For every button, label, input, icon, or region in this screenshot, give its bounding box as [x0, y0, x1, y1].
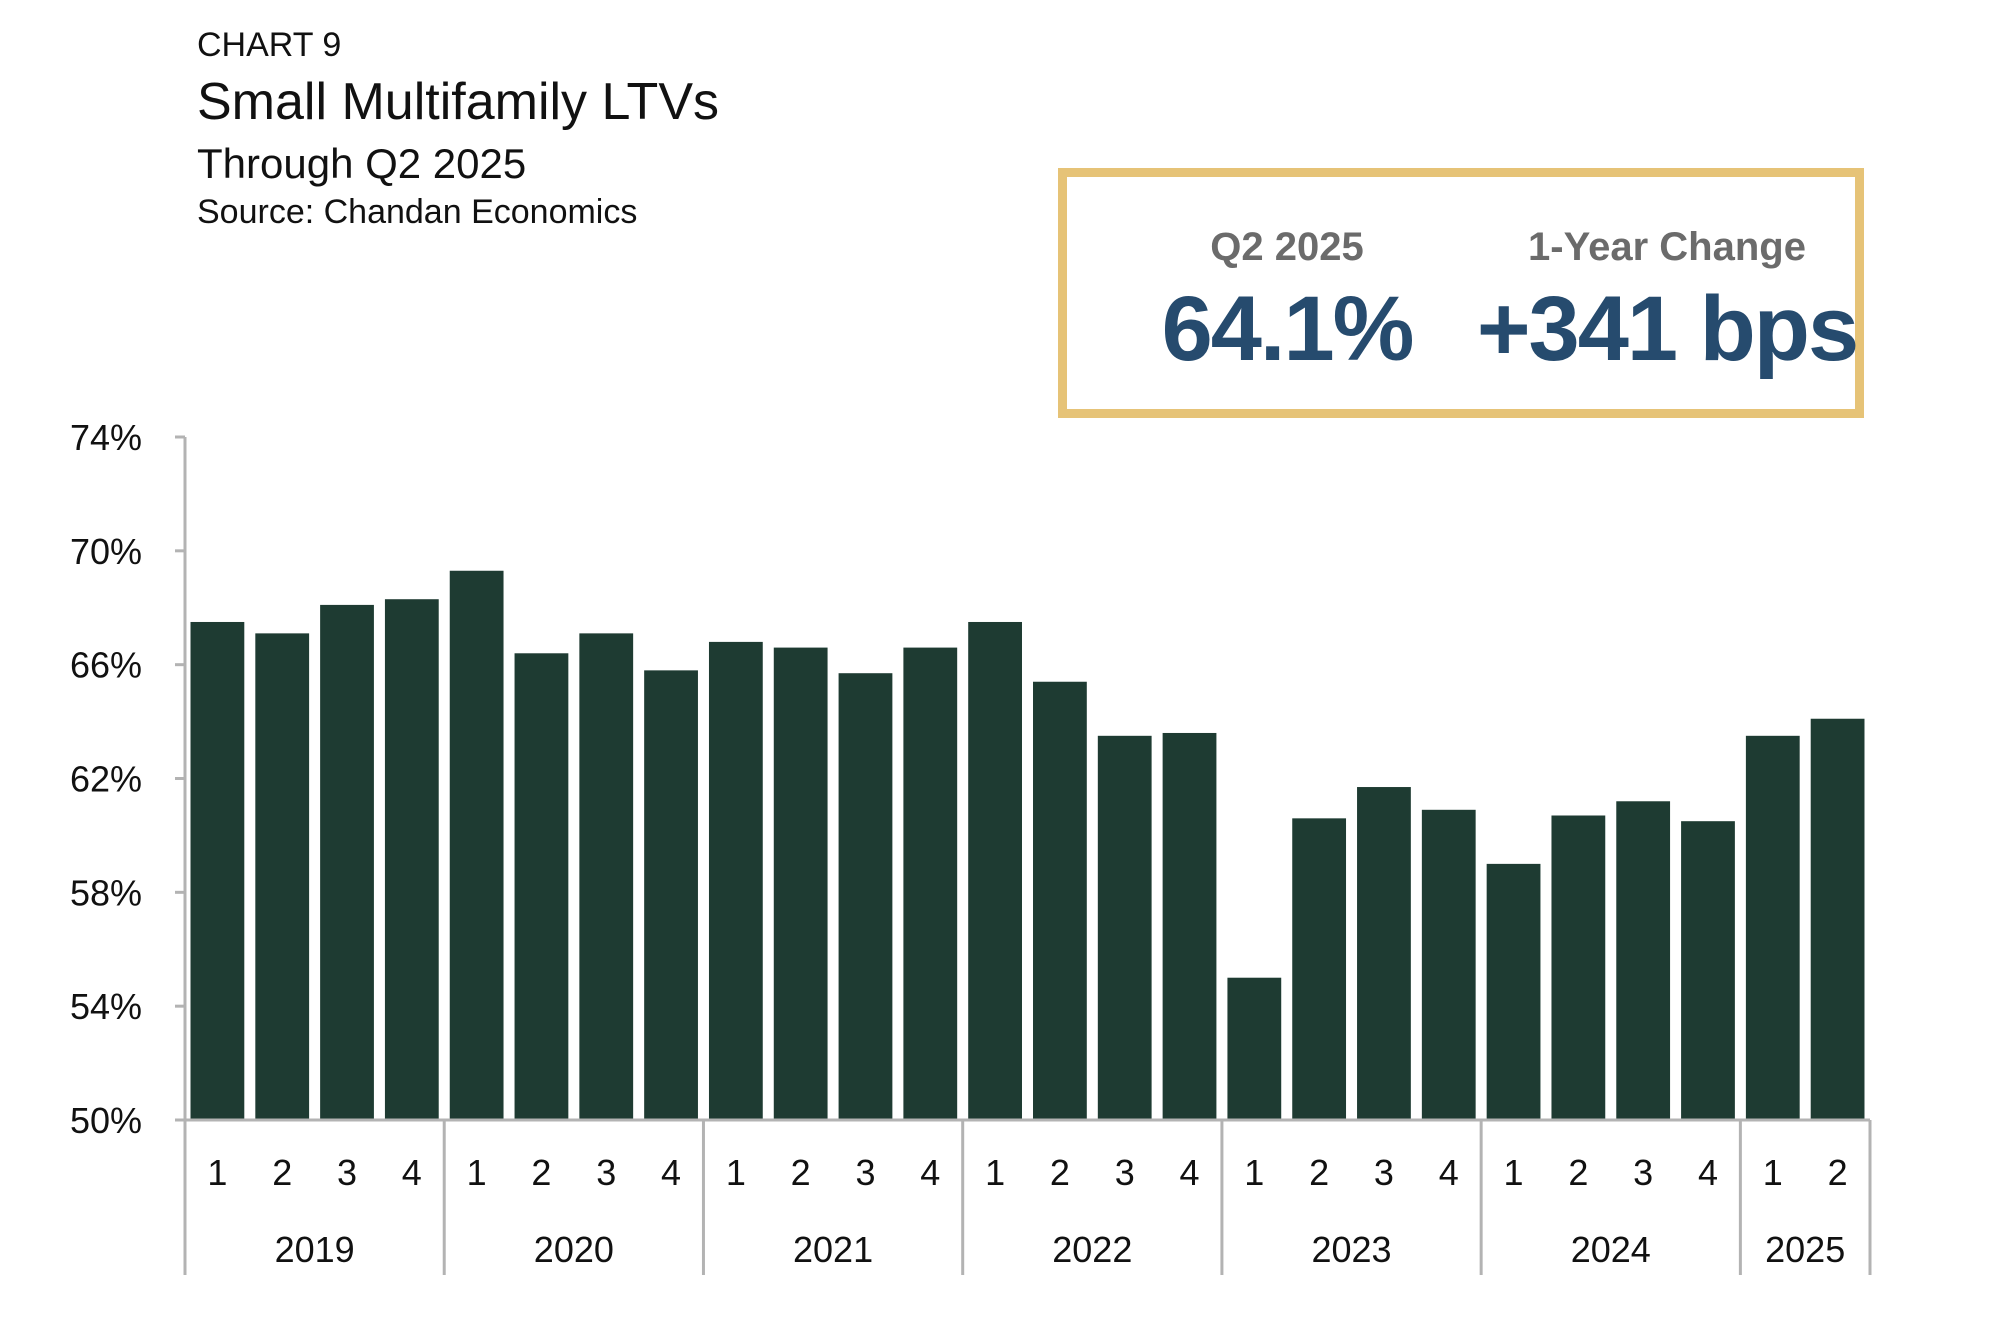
bar: [1421, 809, 1476, 1120]
bar: [449, 570, 504, 1120]
bar: [384, 599, 439, 1120]
year-label: 2022: [1052, 1229, 1132, 1270]
quarter-label: 4: [1180, 1152, 1200, 1193]
quarter-label: 2: [1828, 1152, 1848, 1193]
kpi-change-label: 1-Year Change: [1528, 225, 1806, 269]
chart-subtitle: Through Q2 2025: [197, 140, 527, 187]
y-tick-label: 58%: [70, 872, 142, 913]
bar: [1810, 718, 1865, 1120]
kpi-current-label: Q2 2025: [1210, 225, 1364, 269]
bar: [1097, 735, 1152, 1120]
quarter-label: 2: [531, 1152, 551, 1193]
bar: [1745, 735, 1800, 1120]
quarter-label: 4: [920, 1152, 940, 1193]
year-label: 2023: [1311, 1229, 1391, 1270]
quarter-label: 4: [402, 1152, 422, 1193]
y-tick-label: 74%: [70, 417, 142, 458]
kpi-change-value: +341 bps: [1476, 278, 1859, 380]
year-label: 2025: [1765, 1229, 1845, 1270]
chart-source: Source: Chandan Economics: [197, 193, 638, 231]
quarter-label: 2: [1568, 1152, 1588, 1193]
quarter-label: 3: [337, 1152, 357, 1193]
bar: [968, 621, 1022, 1120]
quarter-label: 3: [1633, 1152, 1653, 1193]
bar: [838, 673, 893, 1120]
bar: [1033, 681, 1087, 1120]
quarter-label: 3: [1115, 1152, 1135, 1193]
y-tick-label: 70%: [70, 531, 142, 572]
quarter-label: 1: [1763, 1152, 1783, 1193]
quarter-label: 3: [596, 1152, 616, 1193]
quarter-label: 1: [726, 1152, 746, 1193]
quarter-label: 2: [272, 1152, 292, 1193]
bar: [255, 633, 310, 1120]
bar: [903, 647, 958, 1120]
bar: [1486, 863, 1541, 1120]
year-label: 2021: [793, 1229, 873, 1270]
y-tick-label: 54%: [70, 986, 142, 1027]
bar: [1292, 818, 1347, 1120]
bar: [190, 621, 245, 1120]
bar: [644, 670, 698, 1120]
bar: [320, 604, 374, 1120]
kpi-current-value: 64.1%: [1161, 278, 1415, 380]
bar: [1357, 787, 1411, 1120]
quarter-label: 3: [855, 1152, 875, 1193]
chart-label: CHART 9: [197, 26, 342, 64]
bar: [708, 641, 763, 1120]
bar: [773, 647, 828, 1120]
quarter-label: 2: [791, 1152, 811, 1193]
quarter-label: 4: [1698, 1152, 1718, 1193]
bar: [1227, 977, 1282, 1120]
quarter-label: 2: [1050, 1152, 1070, 1193]
kpi-box: Q2 2025 64.1% 1-Year Change +341 bps: [1058, 168, 1864, 418]
bar: [579, 633, 634, 1120]
quarter-label: 1: [1504, 1152, 1524, 1193]
bar: [514, 653, 569, 1120]
y-tick-label: 62%: [70, 759, 142, 800]
quarter-label: 3: [1374, 1152, 1394, 1193]
quarter-label: 1: [207, 1152, 227, 1193]
y-tick-label: 50%: [70, 1100, 142, 1141]
quarter-label: 2: [1309, 1152, 1329, 1193]
chart-title: Small Multifamily LTVs: [197, 73, 720, 131]
quarter-label: 1: [467, 1152, 487, 1193]
quarter-label: 4: [1439, 1152, 1459, 1193]
bar: [1681, 821, 1735, 1120]
bar: [1162, 732, 1217, 1120]
year-label: 2024: [1571, 1229, 1651, 1270]
bar: [1551, 815, 1606, 1120]
y-tick-label: 66%: [70, 645, 142, 686]
quarter-label: 1: [985, 1152, 1005, 1193]
quarter-label: 4: [661, 1152, 681, 1193]
year-label: 2020: [534, 1229, 614, 1270]
quarter-label: 1: [1244, 1152, 1264, 1193]
year-label: 2019: [275, 1229, 355, 1270]
bar: [1616, 801, 1671, 1120]
